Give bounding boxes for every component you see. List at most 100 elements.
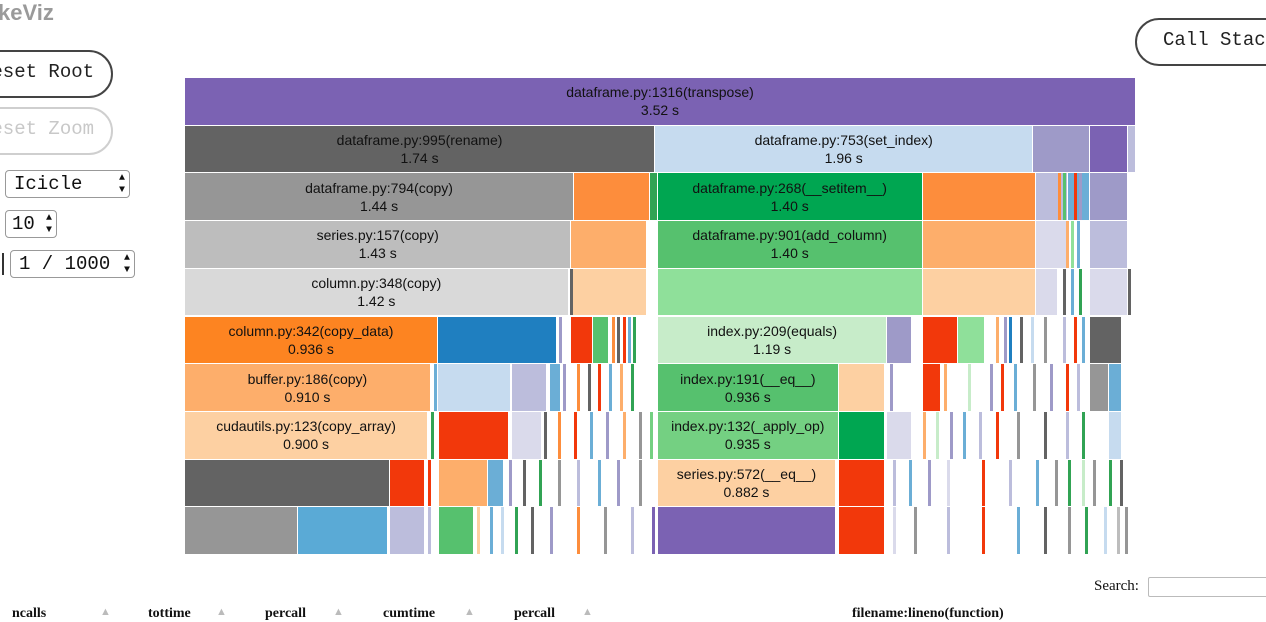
icicle-sliver[interactable] <box>922 411 926 459</box>
icicle-node-unlabeled[interactable] <box>887 411 912 460</box>
icicle-node[interactable]: cudautils.py:123(copy_array) 0.900 s <box>185 411 429 460</box>
icicle-sliver[interactable] <box>587 364 591 411</box>
table-header-filename[interactable]: filename:lineno(function) <box>852 606 1004 621</box>
icicle-node[interactable]: buffer.py:186(copy) 0.910 s <box>185 364 431 412</box>
icicle-node-unlabeled[interactable] <box>1036 173 1069 222</box>
icicle-sliver[interactable] <box>946 459 950 507</box>
icicle-chart[interactable]: dataframe.py:1316(transpose) 3.52 s datafr… <box>185 78 1136 555</box>
icicle-sliver[interactable] <box>630 364 634 411</box>
icicle-sliver[interactable] <box>557 459 561 507</box>
icicle-sliver[interactable] <box>1092 459 1096 507</box>
icicle-node-unlabeled[interactable] <box>838 459 885 508</box>
icicle-sliver[interactable] <box>1044 411 1048 459</box>
icicle-sliver[interactable] <box>963 411 967 459</box>
icicle-sliver[interactable] <box>628 316 632 364</box>
icicle-sliver[interactable] <box>1071 221 1075 268</box>
icicle-sliver[interactable] <box>1084 507 1088 554</box>
icicle-sliver[interactable] <box>995 411 999 459</box>
sort-icon[interactable]: ▲ <box>582 606 593 618</box>
icicle-sliver[interactable] <box>617 459 621 507</box>
icicle-sliver[interactable] <box>990 364 994 411</box>
icicle-node[interactable]: index.py:209(equals) 1.19 s <box>657 316 888 365</box>
icicle-sliver[interactable] <box>1000 364 1004 411</box>
icicle-node-unlabeled[interactable] <box>957 316 985 365</box>
icicle-node-unlabeled[interactable] <box>649 173 658 222</box>
icicle-node[interactable]: series.py:157(copy) 1.43 s <box>185 221 572 269</box>
icicle-sliver[interactable] <box>598 459 602 507</box>
icicle-node-unlabeled[interactable] <box>571 316 593 365</box>
icicle-sliver[interactable] <box>1009 316 1013 364</box>
icicle-sliver[interactable] <box>433 364 437 411</box>
icicle-sliver[interactable] <box>509 459 513 507</box>
icicle-sliver[interactable] <box>611 316 615 364</box>
icicle-node[interactable]: column.py:348(copy) 1.42 s <box>185 268 569 317</box>
table-header-percall[interactable]: percall <box>265 606 306 621</box>
icicle-sliver[interactable] <box>603 507 607 554</box>
icicle-sliver[interactable] <box>606 411 610 459</box>
icicle-node-unlabeled[interactable] <box>1090 173 1128 222</box>
icicle-node-unlabeled[interactable] <box>657 268 923 317</box>
icicle-sliver[interactable] <box>1081 459 1085 507</box>
icicle-sliver[interactable] <box>1063 268 1067 316</box>
icicle-node-unlabeled[interactable] <box>922 316 958 365</box>
icicle-sliver[interactable] <box>1068 507 1072 554</box>
icicle-node-unlabeled[interactable] <box>887 316 912 365</box>
table-header-percall-2[interactable]: percall <box>514 606 555 621</box>
icicle-sliver[interactable] <box>576 364 580 411</box>
icicle-node[interactable]: dataframe.py:995(rename) 1.74 s <box>185 125 656 174</box>
icicle-node-unlabeled[interactable] <box>390 459 426 508</box>
icicle-node-unlabeled[interactable] <box>511 411 542 460</box>
icicle-sliver[interactable] <box>944 364 948 411</box>
table-header-tottime[interactable]: tottime <box>148 606 191 621</box>
icicle-sliver[interactable] <box>914 507 918 554</box>
icicle-sliver[interactable] <box>1030 316 1034 364</box>
icicle-sliver[interactable] <box>1009 459 1013 507</box>
icicle-sliver[interactable] <box>538 459 542 507</box>
icicle-node-unlabeled[interactable] <box>922 221 1037 269</box>
reset-zoom-button[interactable]: Reset Zoom <box>0 107 113 155</box>
icicle-sliver[interactable] <box>1044 316 1048 364</box>
icicle-sliver[interactable] <box>1079 173 1083 221</box>
icicle-sliver[interactable] <box>1014 364 1018 411</box>
icicle-sliver[interactable] <box>559 316 563 364</box>
icicle-sliver[interactable] <box>1065 411 1069 459</box>
icicle-sliver[interactable] <box>652 507 656 554</box>
icicle-sliver[interactable] <box>622 316 626 364</box>
icicle-node-unlabeled[interactable] <box>922 364 942 412</box>
icicle-node-unlabeled[interactable] <box>1036 268 1058 317</box>
icicle-node-unlabeled[interactable] <box>922 268 1037 317</box>
icicle-sliver[interactable] <box>428 507 432 554</box>
icicle-node[interactable]: column.py:342(copy_data) 0.936 s <box>185 316 438 365</box>
icicle-sliver[interactable] <box>1017 507 1021 554</box>
icicle-sliver[interactable] <box>501 507 505 554</box>
icicle-node-unlabeled[interactable] <box>1090 221 1128 269</box>
icicle-sliver[interactable] <box>630 507 634 554</box>
icicle-sliver[interactable] <box>1081 316 1085 364</box>
icicle-sliver[interactable] <box>968 364 972 411</box>
icicle-node-unlabeled[interactable] <box>574 173 650 222</box>
icicle-node[interactable]: series.py:572(__eq__) 0.882 s <box>657 459 837 508</box>
icicle-sliver[interactable] <box>649 411 653 459</box>
icicle-sliver[interactable] <box>1119 459 1123 507</box>
icicle-sliver[interactable] <box>1076 364 1080 411</box>
icicle-sliver[interactable] <box>476 507 480 554</box>
icicle-node[interactable]: dataframe.py:268(__setitem__) 1.40 s <box>657 173 923 222</box>
table-header-ncalls[interactable]: ncalls <box>12 606 47 621</box>
icicle-sliver[interactable] <box>633 316 637 364</box>
icicle-sliver[interactable] <box>563 364 567 411</box>
icicle-node-unlabeled[interactable] <box>571 221 647 269</box>
icicle-sliver[interactable] <box>617 316 621 364</box>
icicle-sliver[interactable] <box>909 459 913 507</box>
sort-icon[interactable]: ▲ <box>464 606 475 618</box>
icicle-sliver[interactable] <box>1063 316 1067 364</box>
icicle-node-unlabeled[interactable] <box>1108 411 1123 460</box>
icicle-sliver[interactable] <box>1073 173 1077 221</box>
icicle-sliver[interactable] <box>576 459 580 507</box>
icicle-sliver[interactable] <box>609 364 613 411</box>
cutoff-select[interactable]: 1 / 1000 ▲ ▼ <box>10 250 135 278</box>
icicle-sliver[interactable] <box>1076 221 1080 268</box>
icicle-sliver[interactable] <box>1033 364 1037 411</box>
icicle-node-unlabeled[interactable] <box>1090 268 1128 317</box>
search-input[interactable] <box>1148 577 1266 597</box>
icicle-sliver[interactable] <box>946 507 950 554</box>
